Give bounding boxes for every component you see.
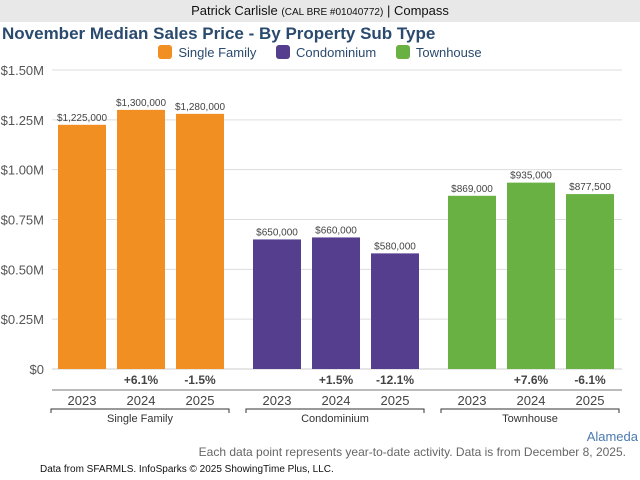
chart-title: November Median Sales Price - By Propert… bbox=[2, 24, 436, 43]
data-label: $660,000 bbox=[315, 225, 357, 236]
data-label: $1,300,000 bbox=[116, 98, 166, 109]
chart-plot: $0 $0.25M $0.50M $0.75M $1.00M $1.25M $1.50M $1… bbox=[1, 63, 622, 425]
group-label: Single Family bbox=[107, 413, 174, 425]
x-tick-label: 2025 bbox=[186, 393, 215, 408]
legend-item-condominium[interactable]: Condominium bbox=[276, 45, 376, 60]
y-tick-label: $1.50M bbox=[1, 63, 44, 78]
change-label: +7.6% bbox=[514, 373, 549, 387]
data-label: $650,000 bbox=[256, 227, 298, 238]
bar[interactable] bbox=[312, 237, 360, 369]
license-number: (CAL BRE #01040772) bbox=[281, 7, 384, 18]
data-label: $877,500 bbox=[569, 182, 611, 193]
group-label: Condominium bbox=[301, 413, 369, 425]
legend-swatch bbox=[158, 45, 173, 59]
group-label: Townhouse bbox=[502, 413, 558, 425]
data-label: $1,280,000 bbox=[175, 102, 225, 113]
y-tick-label: $1.00M bbox=[1, 163, 44, 178]
x-tick-label: 2024 bbox=[127, 393, 156, 408]
data-label: $935,000 bbox=[510, 171, 552, 182]
legend-item-single-family[interactable]: Single Family bbox=[158, 45, 256, 60]
bar[interactable] bbox=[507, 182, 555, 369]
x-tick-label: 2023 bbox=[263, 393, 292, 408]
area-label: Alameda bbox=[586, 429, 638, 444]
y-tick-label: $0.25M bbox=[1, 312, 44, 327]
legend-label: Condominium bbox=[296, 45, 377, 60]
legend: Single Family Condominium Townhouse bbox=[0, 45, 640, 60]
x-tick-label: 2025 bbox=[381, 393, 410, 408]
bar[interactable] bbox=[176, 113, 224, 369]
header-bar: Patrick Carlisle (CAL BRE #01040772) | C… bbox=[0, 0, 640, 22]
data-note: Each data point represents year-to-date … bbox=[198, 445, 626, 459]
x-tick-label: 2024 bbox=[517, 393, 546, 408]
change-label: +6.1% bbox=[124, 373, 159, 387]
x-tick-label: 2025 bbox=[576, 393, 605, 408]
group-bracket bbox=[245, 408, 425, 413]
group-bracket bbox=[50, 408, 230, 413]
x-tick-label: 2023 bbox=[68, 393, 97, 408]
y-tick-label: $0 bbox=[30, 362, 44, 377]
bar[interactable] bbox=[58, 124, 106, 369]
bar[interactable] bbox=[117, 109, 165, 369]
legend-item-townhouse[interactable]: Townhouse bbox=[395, 45, 482, 60]
bar[interactable] bbox=[448, 195, 496, 369]
change-label: +1.5% bbox=[319, 373, 354, 387]
change-label: -12.1% bbox=[376, 373, 414, 387]
legend-swatch bbox=[276, 45, 291, 59]
bar[interactable] bbox=[253, 239, 301, 369]
data-label: $1,225,000 bbox=[57, 113, 107, 124]
data-label: $580,000 bbox=[374, 241, 416, 252]
legend-label: Single Family bbox=[178, 45, 257, 60]
data-label: $869,000 bbox=[451, 184, 493, 195]
legend-swatch bbox=[395, 45, 410, 59]
bar[interactable] bbox=[566, 194, 614, 369]
y-tick-label: $1.25M bbox=[1, 113, 44, 128]
separator: | bbox=[386, 3, 391, 18]
legend-label: Townhouse bbox=[415, 45, 482, 60]
agent-name: Patrick Carlisle bbox=[191, 3, 278, 18]
bar[interactable] bbox=[371, 253, 419, 369]
brokerage-name: Compass bbox=[393, 3, 449, 18]
change-label: -6.1% bbox=[574, 373, 606, 387]
y-tick-label: $0.75M bbox=[1, 213, 44, 228]
group-bracket bbox=[440, 408, 620, 413]
y-tick-label: $0.50M bbox=[1, 262, 44, 277]
data-source: Data from SFARMLS. InfoSparks © 2025 Sho… bbox=[40, 464, 334, 475]
x-tick-label: 2024 bbox=[322, 393, 351, 408]
x-tick-label: 2023 bbox=[458, 393, 487, 408]
change-label: -1.5% bbox=[184, 373, 216, 387]
